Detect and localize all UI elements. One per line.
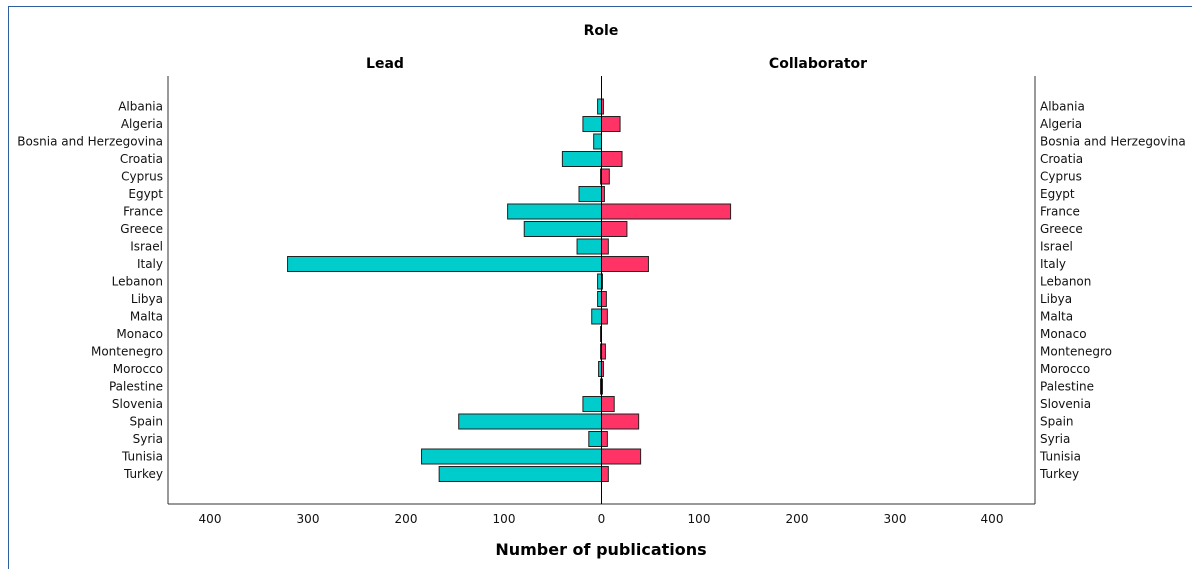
bar-lead <box>421 448 602 465</box>
category-label-right: Tunisia <box>1039 450 1081 464</box>
bar-lead <box>576 238 602 255</box>
bar-collaborator <box>601 221 628 237</box>
category-label-left: Turkey <box>123 467 163 481</box>
bar-collaborator <box>601 431 608 447</box>
bar-collaborator <box>601 291 607 307</box>
category-label-left: Libya <box>131 292 163 306</box>
bar-collaborator <box>601 466 609 482</box>
bar-lead <box>597 291 603 307</box>
category-label-left: Monaco <box>116 327 163 341</box>
bar-lead <box>507 203 602 220</box>
panel-title-lead: Lead <box>366 56 404 72</box>
bar-collaborator <box>601 168 610 185</box>
bar-collaborator <box>601 203 732 220</box>
category-label-left: Lebanon <box>112 275 163 289</box>
bar-lead <box>593 133 603 150</box>
category-label-left: Spain <box>129 415 163 429</box>
bar-lead <box>287 256 602 272</box>
category-label-right: Turkey <box>1039 467 1079 481</box>
bar-collaborator <box>601 396 615 412</box>
category-label-left: Slovenia <box>112 397 163 411</box>
x-tick-label: 300 <box>297 512 320 526</box>
bar-lead <box>561 151 603 167</box>
bar-lead <box>582 396 603 412</box>
bar-lead <box>458 413 602 430</box>
category-label-left: Egypt <box>128 187 163 201</box>
category-label-right: Italy <box>1040 257 1066 271</box>
bar-collaborator <box>601 116 621 132</box>
bar-collaborator <box>601 413 640 430</box>
x-axis-title: Number of publications <box>495 540 706 559</box>
x-tick-label: 400 <box>981 512 1004 526</box>
category-label-right: Croatia <box>1040 152 1083 166</box>
category-label-right: Cyprus <box>1040 170 1082 184</box>
category-label-right: Lebanon <box>1040 275 1091 289</box>
category-label-left: Israel <box>130 240 163 254</box>
x-tick-label: 100 <box>688 512 711 526</box>
category-label-left: Cyprus <box>121 170 163 184</box>
x-tick-label: 200 <box>395 512 418 526</box>
x-tick-label: 0 <box>598 512 606 526</box>
bar-lead <box>597 273 603 290</box>
bar-collaborator <box>601 448 642 465</box>
bar-collaborator <box>601 308 608 325</box>
category-label-right: Morocco <box>1040 362 1090 376</box>
category-label-left: Croatia <box>120 152 163 166</box>
bar-lead <box>578 186 602 202</box>
category-label-right: Montenegro <box>1040 345 1112 359</box>
bar-lead <box>591 308 602 325</box>
x-tick-label: 100 <box>493 512 516 526</box>
bar-collaborator <box>601 238 609 255</box>
category-label-right: Monaco <box>1040 327 1087 341</box>
bar-collaborator <box>601 343 606 360</box>
category-label-left: Malta <box>130 310 163 324</box>
category-label-left: Greece <box>120 222 163 236</box>
category-label-left: France <box>123 205 163 219</box>
category-label-left: Syria <box>133 432 163 446</box>
chart-frame <box>8 6 1192 569</box>
category-label-right: Spain <box>1040 415 1074 429</box>
category-label-left: Albania <box>118 100 163 114</box>
category-label-left: Montenegro <box>91 345 163 359</box>
category-label-left: Tunisia <box>121 450 163 464</box>
bar-lead <box>588 431 603 447</box>
category-label-right: Bosnia and Herzegovina <box>1040 135 1186 149</box>
chart-title: Role <box>584 23 619 39</box>
bar-collaborator <box>601 256 649 272</box>
category-label-right: Egypt <box>1040 187 1075 201</box>
category-label-left: Bosnia and Herzegovina <box>17 135 163 149</box>
bar-lead <box>597 98 603 115</box>
category-label-right: Slovenia <box>1040 397 1091 411</box>
x-tick-label: 200 <box>786 512 809 526</box>
category-label-right: Palestine <box>1040 380 1094 394</box>
category-label-left: Italy <box>137 257 163 271</box>
x-tick-label: 400 <box>199 512 222 526</box>
panel-title-collaborator: Collaborator <box>769 56 867 72</box>
category-label-right: Albania <box>1040 100 1085 114</box>
category-label-right: Greece <box>1040 222 1083 236</box>
bar-lead <box>438 466 603 482</box>
category-label-right: France <box>1040 205 1080 219</box>
bar-collaborator <box>601 151 623 167</box>
bar-lead <box>582 116 603 132</box>
category-label-right: Algeria <box>1040 117 1082 131</box>
category-label-left: Morocco <box>113 362 163 376</box>
category-label-right: Syria <box>1040 432 1070 446</box>
category-label-left: Palestine <box>109 380 163 394</box>
category-label-right: Malta <box>1040 310 1073 324</box>
category-label-right: Libya <box>1040 292 1072 306</box>
x-tick-label: 300 <box>884 512 907 526</box>
category-label-left: Algeria <box>121 117 163 131</box>
category-label-right: Israel <box>1040 240 1073 254</box>
bar-lead <box>523 221 602 237</box>
